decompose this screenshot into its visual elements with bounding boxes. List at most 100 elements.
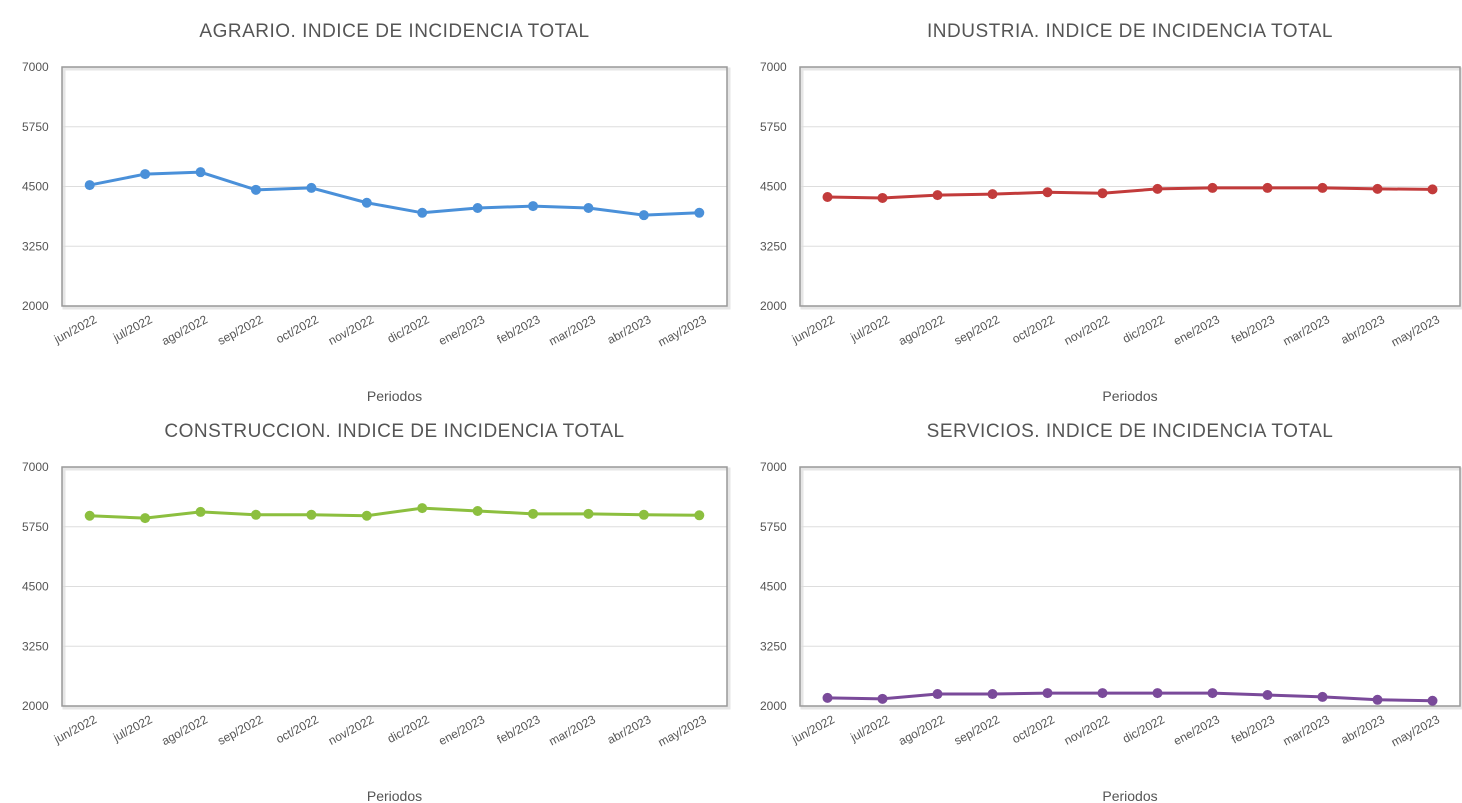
data-point	[694, 510, 705, 521]
data-point	[1042, 187, 1053, 198]
data-point	[1152, 688, 1163, 699]
x-tick-label: oct/2022	[1010, 712, 1058, 746]
data-point	[1372, 694, 1383, 705]
data-point	[306, 509, 317, 520]
plot-frame	[61, 466, 728, 707]
chart: AGRARIO. INDICE DE INCIDENCIA TOTAL 2000 3…	[22, 21, 731, 404]
x-tick-label: oct/2022	[274, 312, 322, 346]
data-point	[694, 207, 705, 218]
x-tick-label: ene/2023	[436, 312, 487, 348]
data-point	[472, 505, 483, 516]
x-tick-label: sep/2022	[952, 712, 1002, 748]
plot-shadow	[800, 467, 1462, 710]
data-point	[1042, 688, 1053, 699]
data-point	[140, 169, 151, 180]
data-point	[1317, 691, 1328, 702]
data-point	[987, 189, 998, 200]
x-tick-label: sep/2022	[952, 312, 1002, 348]
x-tick-label: dic/2022	[385, 712, 432, 746]
x-tick-label: abr/2023	[605, 312, 654, 347]
x-tick-label: nov/2022	[326, 312, 376, 348]
x-tick-label: mar/2023	[547, 312, 599, 348]
x-tick-label: ago/2022	[896, 312, 947, 348]
x-tick-label: nov/2022	[1062, 712, 1112, 748]
x-tick-label: sep/2022	[215, 712, 265, 748]
data-point	[822, 692, 833, 703]
x-tick-label: ene/2023	[1171, 712, 1222, 748]
x-tick-label: may/2023	[1389, 312, 1442, 349]
y-tick-label: 2000	[22, 299, 49, 313]
chart-title: AGRARIO. INDICE DE INCIDENCIA TOTAL	[199, 21, 589, 42]
data-point	[195, 506, 206, 517]
x-tick-label: ene/2023	[436, 712, 487, 748]
x-tick-label: jun/2022	[51, 712, 99, 747]
y-tick-label: 5750	[760, 520, 787, 534]
x-tick-label: feb/2023	[495, 312, 543, 346]
y-tick-label: 3250	[760, 639, 787, 653]
chart: CONSTRUCCION. INDICE DE INCIDENCIA TOTAL…	[22, 421, 731, 803]
y-tick-label: 7000	[22, 60, 49, 74]
data-line	[89, 170, 700, 217]
data-point	[84, 180, 95, 191]
y-tick-label: 4500	[22, 580, 49, 594]
x-tick-label: feb/2023	[1229, 312, 1277, 346]
y-tick-label: 4500	[760, 580, 787, 594]
x-tick-label: jun/2022	[789, 312, 837, 347]
x-tick-label: jul/2022	[847, 312, 892, 345]
x-axis-label: Periodos	[367, 788, 422, 803]
x-tick-label: may/2023	[656, 712, 709, 749]
data-point	[583, 508, 594, 519]
x-tick-label: feb/2023	[495, 712, 543, 746]
data-point	[250, 509, 261, 520]
data-point	[932, 190, 943, 201]
data-point	[1152, 183, 1163, 194]
y-tick-label: 7000	[760, 460, 787, 474]
x-tick-label: jul/2022	[110, 712, 155, 745]
y-tick-label: 5750	[760, 120, 787, 134]
chart-title: INDUSTRIA. INDICE DE INCIDENCIA TOTAL	[927, 21, 1333, 42]
data-point	[306, 182, 317, 193]
y-tick-label: 3250	[760, 239, 787, 253]
data-line	[827, 691, 1433, 703]
plot-shadow	[62, 467, 731, 710]
x-tick-label: dic/2022	[385, 312, 432, 346]
chart-title: SERVICIOS. INDICE DE INCIDENCIA TOTAL	[927, 421, 1334, 442]
x-tick-label: sep/2022	[215, 312, 265, 348]
data-point	[1262, 690, 1273, 701]
data-point	[1427, 695, 1438, 706]
data-point	[417, 207, 428, 218]
data-point	[1427, 184, 1438, 195]
x-tick-label: jun/2022	[51, 312, 99, 347]
x-tick-label: feb/2023	[1229, 712, 1277, 746]
chart: SERVICIOS. INDICE DE INCIDENCIA TOTAL 200…	[760, 421, 1462, 803]
x-tick-label: jul/2022	[110, 312, 155, 345]
x-tick-label: jul/2022	[847, 712, 892, 745]
data-point	[1372, 183, 1383, 194]
chart: INDUSTRIA. INDICE DE INCIDENCIA TOTAL 200…	[760, 21, 1462, 404]
x-tick-label: mar/2023	[1281, 712, 1333, 748]
x-tick-label: abr/2023	[605, 712, 654, 747]
x-axis-label: Periodos	[1102, 388, 1157, 404]
data-point	[638, 210, 649, 221]
x-tick-label: nov/2022	[326, 712, 376, 748]
y-tick-label: 2000	[22, 699, 49, 713]
y-tick-label: 5750	[22, 120, 49, 134]
x-tick-label: mar/2023	[1281, 312, 1333, 348]
data-point	[250, 184, 261, 195]
data-line	[827, 186, 1433, 200]
data-point	[417, 503, 428, 514]
data-point	[1262, 182, 1273, 193]
data-point	[361, 197, 372, 208]
x-tick-label: ago/2022	[159, 312, 210, 348]
x-tick-label: ene/2023	[1171, 312, 1222, 348]
x-tick-label: may/2023	[656, 312, 709, 349]
data-point	[1207, 688, 1218, 699]
data-point	[638, 509, 649, 520]
x-tick-label: dic/2022	[1120, 712, 1167, 746]
plot-frame	[799, 466, 1461, 707]
x-tick-label: ago/2022	[159, 712, 210, 748]
data-point	[1097, 688, 1108, 699]
x-tick-label: ago/2022	[896, 712, 947, 748]
data-point	[1207, 182, 1218, 193]
data-point	[822, 192, 833, 203]
